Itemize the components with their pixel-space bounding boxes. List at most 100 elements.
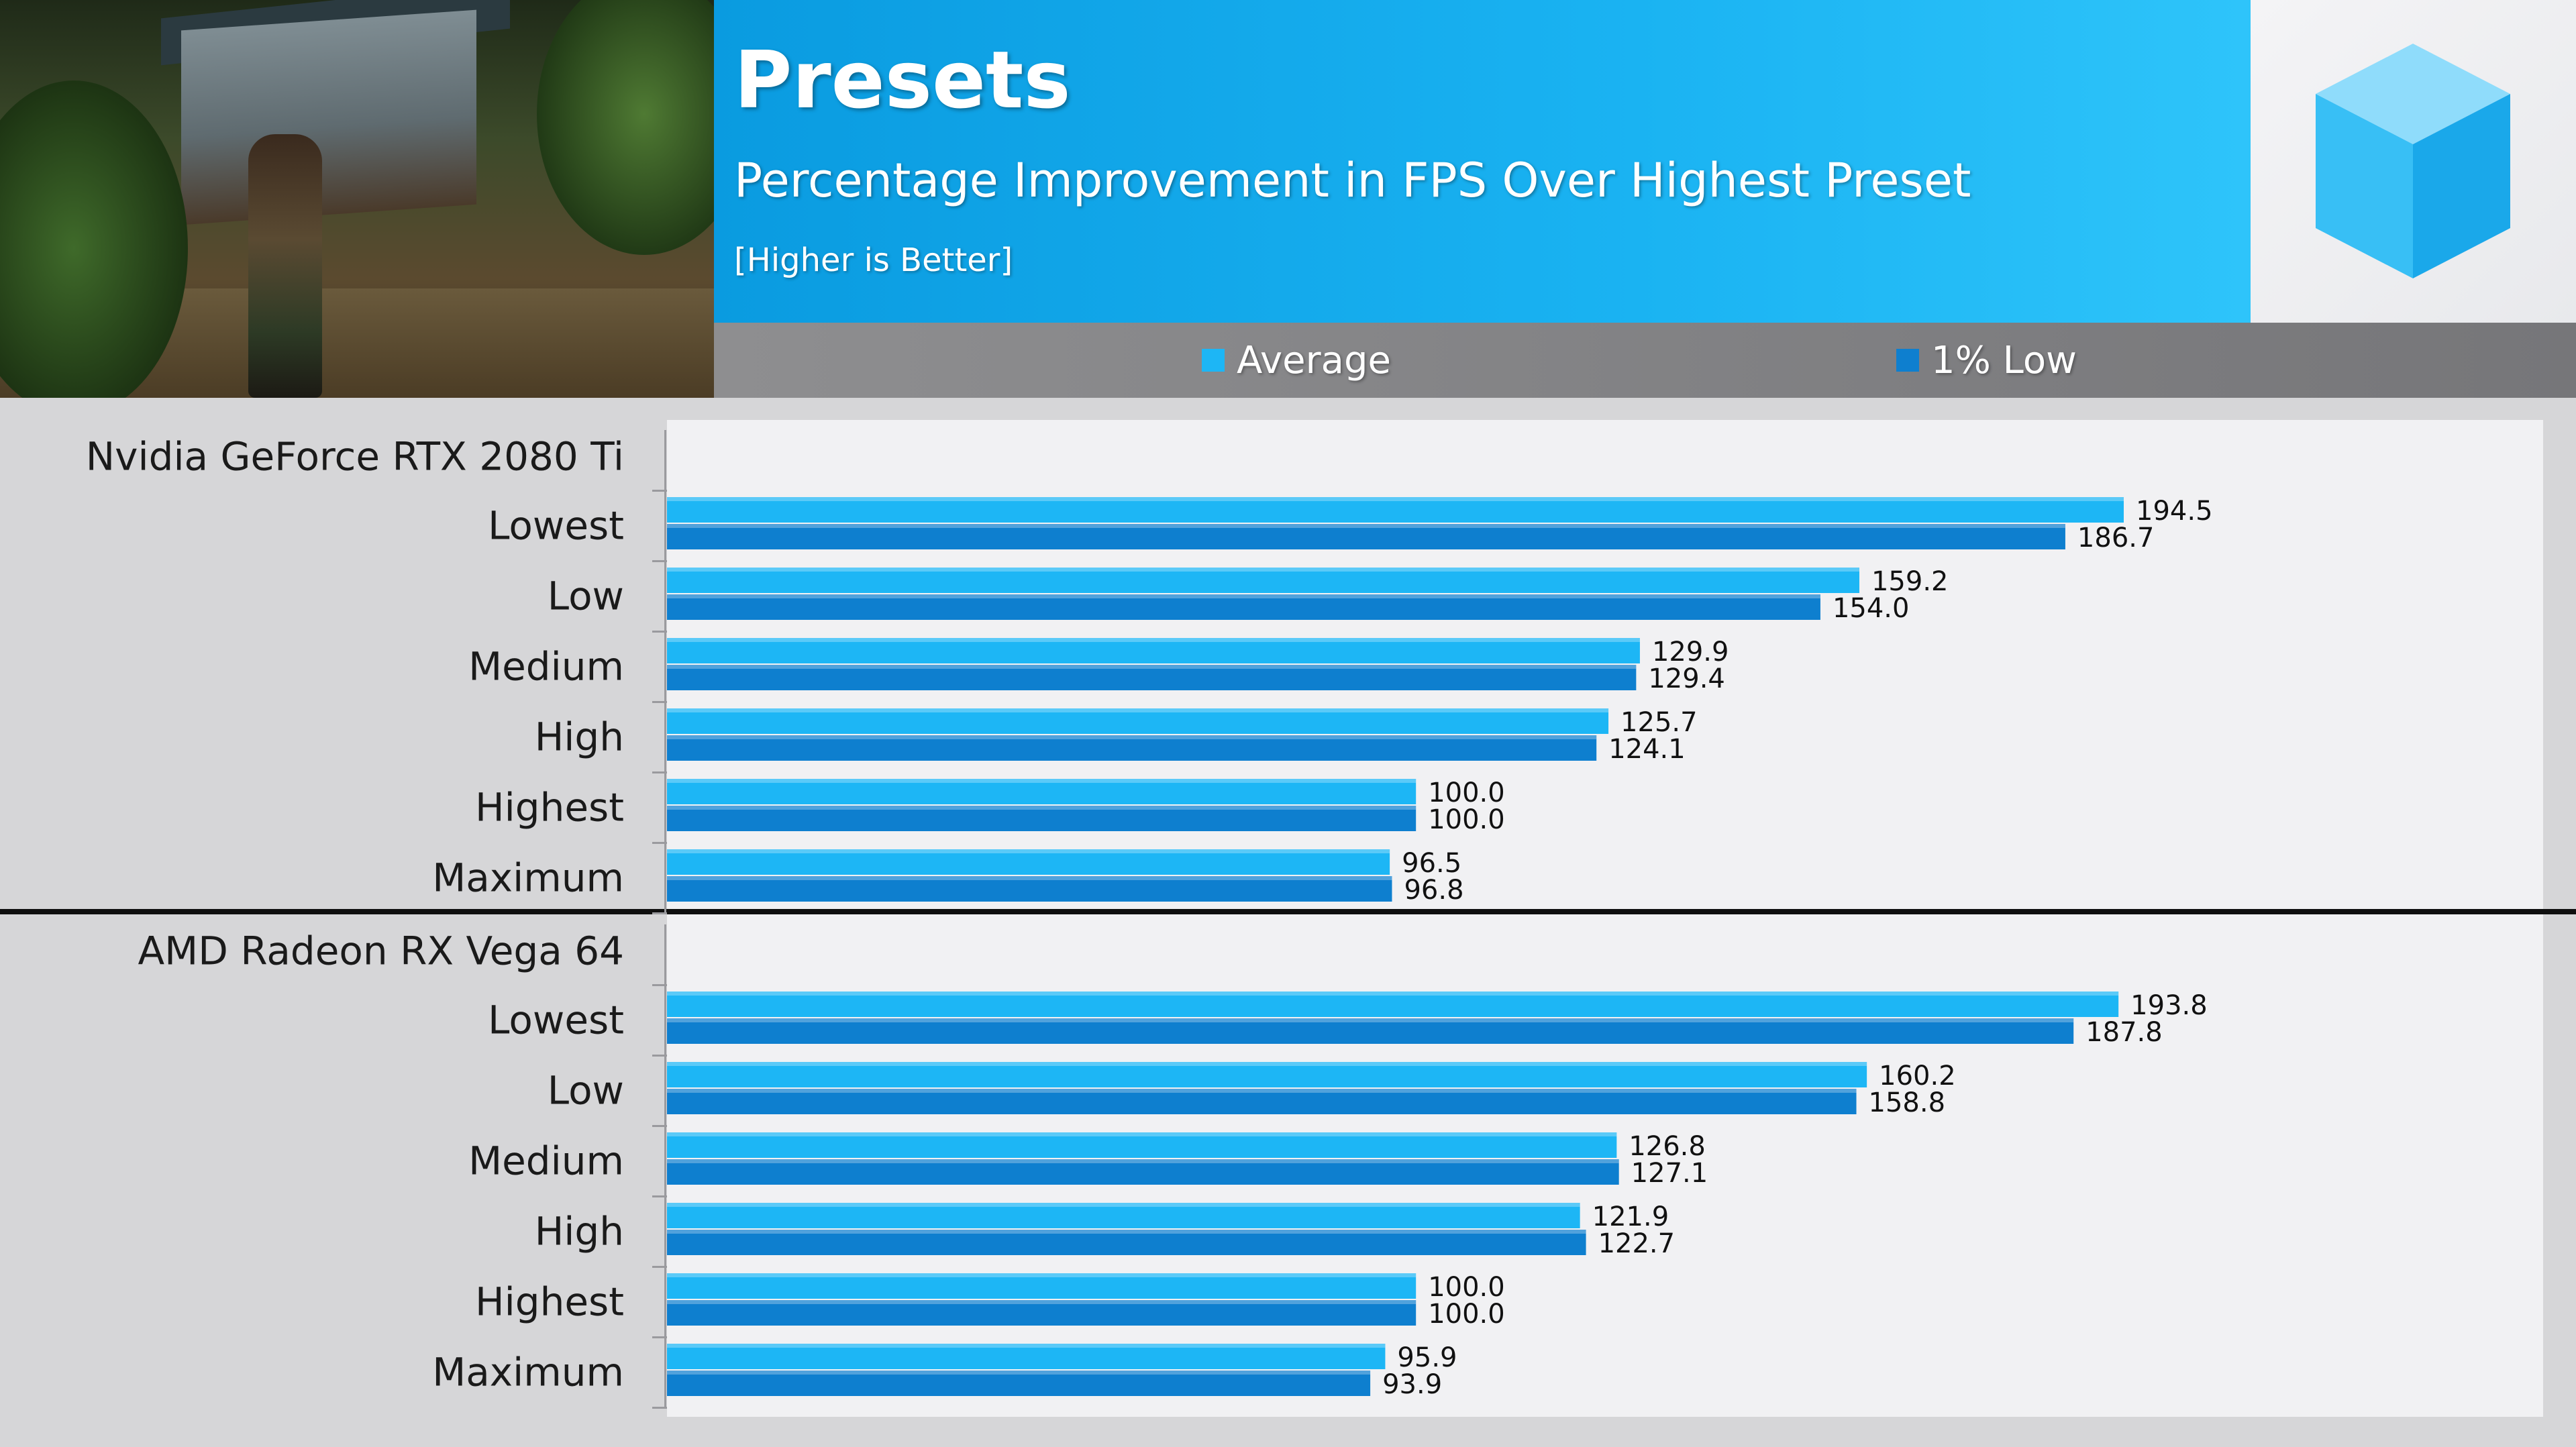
value-label-nvidia-geforce-rtx-2080-ti-maximum-1-low: 96.8 <box>1404 875 1463 906</box>
axis-tick-nvidia-geforce-rtx-2080-ti-maximum <box>652 912 667 914</box>
category-label-amd-radeon-rx-vega-64-lowest: Lowest <box>488 998 624 1043</box>
bar-amd-radeon-rx-vega-64-medium-1-low <box>667 1159 1619 1185</box>
bar-chart: Nvidia GeForce RTX 2080 Ti Lowest 194.5186… <box>0 430 2576 1409</box>
bar-highlight-nvidia-geforce-rtx-2080-ti-maximum-1-low <box>667 876 1392 880</box>
bar-amd-radeon-rx-vega-64-maximum-average <box>667 1344 1386 1369</box>
legend-item-one-percent-low: 1% Low <box>1896 323 2077 398</box>
value-label-amd-radeon-rx-vega-64-highest-average: 100.0 <box>1428 1272 1505 1303</box>
bar-nvidia-geforce-rtx-2080-ti-lowest-1-low <box>667 524 2065 549</box>
chart-title: Presets <box>734 34 1071 126</box>
category-label-amd-radeon-rx-vega-64-maximum: Maximum <box>432 1350 624 1395</box>
value-label-amd-radeon-rx-vega-64-low-average: 160.2 <box>1879 1061 1956 1091</box>
bar-highlight-nvidia-geforce-rtx-2080-ti-medium-average <box>667 638 1640 642</box>
value-label-nvidia-geforce-rtx-2080-ti-low-average: 159.2 <box>1871 566 1949 597</box>
category-label-nvidia-geforce-rtx-2080-ti-high: High <box>535 714 624 760</box>
value-label-nvidia-geforce-rtx-2080-ti-highest-1-low: 100.0 <box>1428 804 1505 835</box>
title-panel: Presets Percentage Improvement in FPS Ov… <box>714 0 2251 323</box>
axis-tick-nvidia-geforce-rtx-2080-ti-high <box>652 771 667 773</box>
bar-amd-radeon-rx-vega-64-high-1-low <box>667 1230 1586 1255</box>
bar-nvidia-geforce-rtx-2080-ti-high-1-low <box>667 735 1597 761</box>
bar-highlight-nvidia-geforce-rtx-2080-ti-maximum-average <box>667 849 1390 853</box>
bar-highlight-nvidia-geforce-rtx-2080-ti-low-average <box>667 568 1859 572</box>
value-label-nvidia-geforce-rtx-2080-ti-high-1-low: 124.1 <box>1608 734 1686 765</box>
bar-highlight-nvidia-geforce-rtx-2080-ti-highest-average <box>667 779 1416 783</box>
axis-tick-nvidia-geforce-rtx-2080-ti-lowest <box>652 560 667 562</box>
legend: Average 1% Low <box>714 323 2576 398</box>
bar-highlight-amd-radeon-rx-vega-64-highest-1-low <box>667 1300 1416 1304</box>
category-label-nvidia-geforce-rtx-2080-ti-medium: Medium <box>468 644 624 690</box>
axis-tick-amd-radeon-rx-vega-64-lowest <box>652 1055 667 1057</box>
bar-nvidia-geforce-rtx-2080-ti-highest-average <box>667 779 1416 804</box>
group-label-amd-radeon-rx-vega-64: AMD Radeon RX Vega 64 <box>138 928 625 974</box>
bar-nvidia-geforce-rtx-2080-ti-low-1-low <box>667 594 1820 620</box>
value-label-nvidia-geforce-rtx-2080-ti-low-1-low: 154.0 <box>1833 593 1910 624</box>
legend-swatch-one-percent-low <box>1896 349 1919 372</box>
axis-tick-nvidia-geforce-rtx-2080-ti-medium <box>652 701 667 703</box>
bar-amd-radeon-rx-vega-64-highest-average <box>667 1273 1416 1299</box>
value-label-amd-radeon-rx-vega-64-medium-average: 126.8 <box>1629 1131 1706 1162</box>
axis-tick-nvidia-geforce-rtx-2080-ti-header <box>652 490 667 492</box>
value-label-amd-radeon-rx-vega-64-low-1-low: 158.8 <box>1869 1087 1946 1118</box>
bar-highlight-nvidia-geforce-rtx-2080-ti-medium-1-low <box>667 665 1637 669</box>
chart-subtitle: Percentage Improvement in FPS Over Highe… <box>734 153 1971 208</box>
bar-highlight-nvidia-geforce-rtx-2080-ti-highest-1-low <box>667 806 1416 810</box>
category-label-amd-radeon-rx-vega-64-medium: Medium <box>468 1138 624 1184</box>
bar-highlight-amd-radeon-rx-vega-64-high-average <box>667 1203 1580 1207</box>
bar-highlight-nvidia-geforce-rtx-2080-ti-lowest-average <box>667 497 2124 501</box>
value-label-nvidia-geforce-rtx-2080-ti-medium-1-low: 129.4 <box>1648 663 1725 694</box>
game-screenshot-thumbnail <box>0 0 714 398</box>
axis-tick-amd-radeon-rx-vega-64-medium <box>652 1195 667 1197</box>
bar-amd-radeon-rx-vega-64-low-1-low <box>667 1089 1857 1114</box>
bar-amd-radeon-rx-vega-64-highest-1-low <box>667 1300 1416 1326</box>
bar-highlight-nvidia-geforce-rtx-2080-ti-low-1-low <box>667 594 1820 598</box>
bar-nvidia-geforce-rtx-2080-ti-high-average <box>667 708 1609 734</box>
value-label-amd-radeon-rx-vega-64-high-average: 121.9 <box>1592 1201 1669 1232</box>
bar-nvidia-geforce-rtx-2080-ti-maximum-1-low <box>667 876 1392 902</box>
axis-tick-nvidia-geforce-rtx-2080-ti-highest <box>652 842 667 844</box>
bar-nvidia-geforce-rtx-2080-ti-medium-average <box>667 638 1640 663</box>
bar-highlight-nvidia-geforce-rtx-2080-ti-high-1-low <box>667 735 1597 739</box>
category-label-amd-radeon-rx-vega-64-low: Low <box>548 1068 624 1114</box>
value-label-amd-radeon-rx-vega-64-highest-1-low: 100.0 <box>1428 1299 1505 1330</box>
value-label-nvidia-geforce-rtx-2080-ti-high-average: 125.7 <box>1620 707 1698 738</box>
bar-amd-radeon-rx-vega-64-lowest-1-low <box>667 1018 2074 1044</box>
bar-highlight-amd-radeon-rx-vega-64-maximum-average <box>667 1344 1386 1348</box>
bar-amd-radeon-rx-vega-64-lowest-average <box>667 992 2119 1017</box>
bar-highlight-amd-radeon-rx-vega-64-maximum-1-low <box>667 1371 1371 1375</box>
axis-tick-amd-radeon-rx-vega-64-header <box>652 984 667 986</box>
bar-amd-radeon-rx-vega-64-low-average <box>667 1062 1867 1087</box>
value-label-amd-radeon-rx-vega-64-maximum-average: 95.9 <box>1397 1342 1457 1373</box>
chart-area: Nvidia GeForce RTX 2080 Ti Lowest 194.5 186… <box>0 398 2576 1447</box>
bar-highlight-nvidia-geforce-rtx-2080-ti-high-average <box>667 708 1609 712</box>
value-label-amd-radeon-rx-vega-64-lowest-1-low: 187.8 <box>2085 1017 2163 1048</box>
group-separator-line <box>0 909 2576 914</box>
thumbnail-character <box>248 134 322 398</box>
bar-highlight-amd-radeon-rx-vega-64-high-1-low <box>667 1230 1586 1234</box>
axis-tick-amd-radeon-rx-vega-64-highest <box>652 1336 667 1338</box>
bar-amd-radeon-rx-vega-64-maximum-1-low <box>667 1371 1371 1396</box>
bar-highlight-amd-radeon-rx-vega-64-low-1-low <box>667 1089 1857 1093</box>
axis-tick-amd-radeon-rx-vega-64-high <box>652 1266 667 1268</box>
bar-amd-radeon-rx-vega-64-medium-average <box>667 1132 1617 1158</box>
bar-highlight-amd-radeon-rx-vega-64-medium-average <box>667 1132 1617 1136</box>
category-label-nvidia-geforce-rtx-2080-ti-lowest: Lowest <box>488 503 624 549</box>
category-label-amd-radeon-rx-vega-64-high: High <box>535 1209 624 1254</box>
thumbnail-foliage-right <box>537 0 714 255</box>
bar-highlight-amd-radeon-rx-vega-64-low-average <box>667 1062 1867 1066</box>
value-label-amd-radeon-rx-vega-64-high-1-low: 122.7 <box>1598 1228 1676 1259</box>
cube-logo-icon <box>2316 44 2510 278</box>
bar-amd-radeon-rx-vega-64-high-average <box>667 1203 1580 1228</box>
chart-header: Presets Percentage Improvement in FPS Ov… <box>0 0 2576 398</box>
y-axis-line-amd-radeon-rx-vega-64 <box>664 924 666 1407</box>
category-label-nvidia-geforce-rtx-2080-ti-maximum: Maximum <box>432 855 624 901</box>
logo-area <box>2251 0 2576 323</box>
axis-tick-nvidia-geforce-rtx-2080-ti-low <box>652 631 667 633</box>
thumbnail-hut <box>181 9 476 225</box>
bar-highlight-nvidia-geforce-rtx-2080-ti-lowest-1-low <box>667 524 2065 528</box>
value-label-nvidia-geforce-rtx-2080-ti-lowest-1-low: 186.7 <box>2077 523 2155 553</box>
bar-nvidia-geforce-rtx-2080-ti-medium-1-low <box>667 665 1637 690</box>
bar-highlight-amd-radeon-rx-vega-64-lowest-1-low <box>667 1018 2074 1022</box>
value-label-amd-radeon-rx-vega-64-lowest-average: 193.8 <box>2130 990 2208 1021</box>
group-label-nvidia-geforce-rtx-2080-ti: Nvidia GeForce RTX 2080 Ti <box>86 434 624 480</box>
bar-nvidia-geforce-rtx-2080-ti-low-average <box>667 568 1859 593</box>
